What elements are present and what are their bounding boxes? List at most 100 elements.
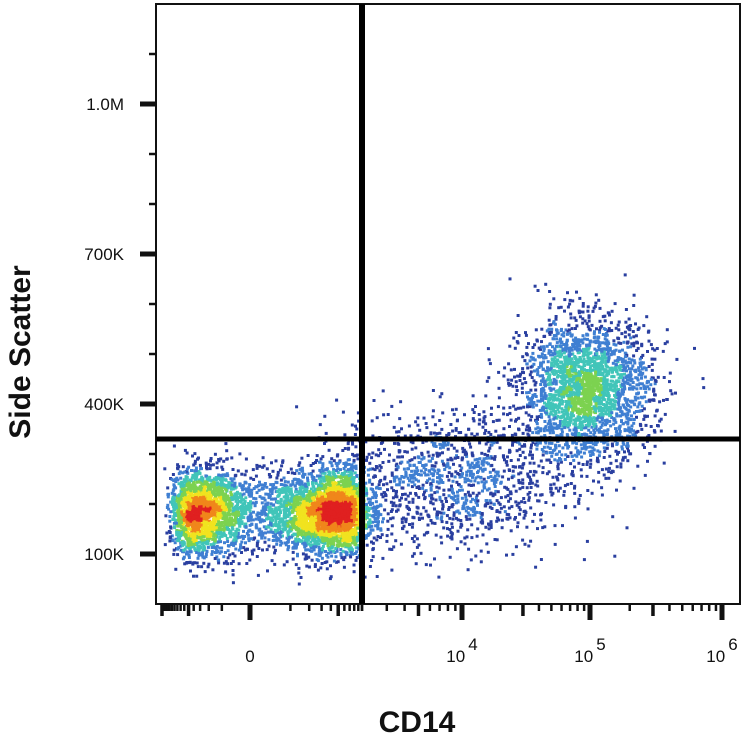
event-point	[220, 527, 224, 531]
event-point	[227, 505, 231, 509]
event-point	[293, 514, 297, 518]
event-point	[196, 457, 199, 461]
event-point	[249, 493, 253, 497]
event-point	[175, 506, 178, 510]
event-point	[200, 565, 204, 569]
event-point	[279, 511, 282, 514]
event-point	[231, 540, 235, 544]
event-point	[231, 527, 235, 531]
event-point	[294, 563, 298, 567]
event-point	[226, 549, 230, 553]
event-point	[365, 508, 369, 512]
event-point	[249, 512, 253, 516]
event-point	[352, 493, 356, 497]
event-point	[211, 524, 214, 528]
event-point	[192, 515, 196, 519]
event-point	[309, 540, 313, 544]
event-point	[271, 485, 275, 489]
event-point	[301, 509, 305, 513]
event-point	[211, 507, 215, 511]
event-point	[197, 527, 200, 531]
event-point	[189, 569, 192, 573]
event-point	[338, 492, 342, 496]
event-point	[190, 513, 194, 517]
event-point	[321, 516, 325, 520]
event-point	[305, 556, 309, 560]
event-point	[221, 517, 225, 521]
event-point	[293, 542, 297, 546]
event-point	[239, 516, 243, 520]
event-point	[205, 549, 209, 553]
event-point	[301, 512, 305, 516]
event-point	[229, 562, 233, 565]
event-point	[234, 473, 238, 477]
event-point	[311, 512, 315, 516]
event-point	[328, 577, 332, 581]
event-point	[279, 478, 283, 482]
event-point	[300, 480, 304, 484]
event-point	[230, 496, 234, 500]
event-point	[184, 505, 188, 509]
event-point	[202, 547, 206, 551]
event-point	[232, 523, 236, 527]
event-point	[333, 481, 337, 485]
event-point	[335, 539, 339, 543]
event-point	[258, 531, 262, 535]
event-point	[352, 537, 356, 541]
event-point	[304, 487, 307, 491]
event-point	[337, 544, 340, 548]
event-point	[324, 525, 327, 529]
event-point	[270, 461, 273, 465]
event-point	[234, 533, 238, 537]
event-point	[182, 555, 186, 559]
event-point	[185, 510, 189, 514]
event-point	[211, 504, 215, 508]
event-point	[317, 542, 321, 546]
event-point	[354, 546, 358, 550]
event-point	[234, 537, 238, 541]
event-point	[234, 499, 238, 503]
event-point	[316, 474, 319, 478]
event-point	[354, 533, 358, 537]
event-point	[239, 508, 243, 512]
event-point	[164, 514, 168, 518]
event-point	[318, 503, 321, 506]
event-point	[306, 538, 310, 542]
event-point	[329, 461, 333, 465]
event-point	[231, 581, 235, 585]
event-point	[257, 533, 261, 537]
event-point	[214, 494, 217, 498]
event-point	[297, 527, 301, 531]
event-point	[237, 519, 241, 523]
event-point	[369, 503, 372, 507]
event-point	[246, 529, 250, 533]
event-point	[260, 512, 264, 516]
event-point	[331, 475, 335, 479]
event-point	[247, 504, 251, 508]
event-point	[189, 498, 193, 502]
event-point	[375, 575, 379, 578]
event-point	[325, 553, 329, 557]
event-point	[271, 539, 275, 542]
event-point	[185, 550, 189, 554]
event-point	[212, 545, 216, 549]
event-point	[233, 492, 237, 496]
event-point	[187, 544, 190, 547]
event-point	[279, 540, 283, 543]
event-point	[196, 536, 200, 540]
event-point	[243, 522, 247, 526]
event-point	[288, 535, 291, 539]
event-point	[278, 525, 282, 529]
event-point	[322, 533, 326, 537]
event-point	[230, 493, 233, 497]
event-point	[238, 524, 242, 528]
event-point	[315, 539, 318, 543]
event-point	[177, 498, 181, 502]
event-point	[347, 494, 351, 498]
event-point	[231, 468, 235, 471]
event-point	[265, 485, 269, 489]
event-point	[366, 521, 370, 525]
event-point	[325, 498, 329, 502]
event-point	[335, 464, 339, 467]
event-point	[232, 477, 236, 481]
